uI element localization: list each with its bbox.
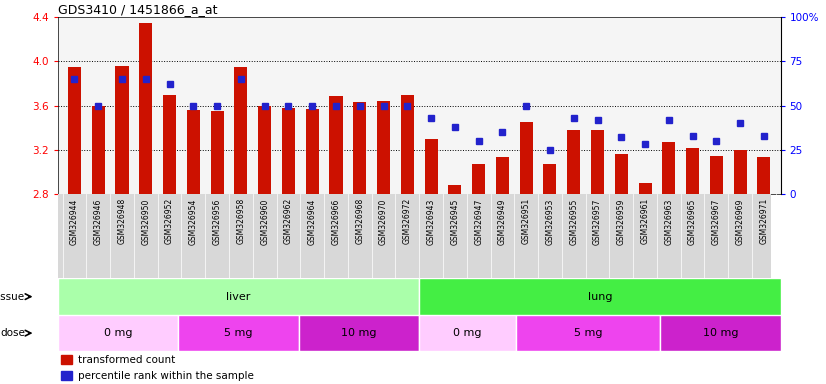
Bar bbox=[61, 355, 73, 364]
Bar bbox=[92, 106, 105, 194]
Text: GSM326970: GSM326970 bbox=[379, 198, 388, 245]
Text: GSM326949: GSM326949 bbox=[498, 198, 507, 245]
Bar bbox=[710, 156, 723, 194]
Bar bbox=[306, 109, 319, 194]
Bar bbox=[591, 130, 604, 194]
Text: GSM326962: GSM326962 bbox=[284, 198, 293, 244]
Text: GSM326948: GSM326948 bbox=[117, 198, 126, 244]
Text: percentile rank within the sample: percentile rank within the sample bbox=[78, 371, 254, 381]
Text: GSM326947: GSM326947 bbox=[474, 198, 483, 245]
Text: GSM326958: GSM326958 bbox=[236, 198, 245, 244]
Bar bbox=[638, 183, 652, 194]
Bar bbox=[567, 130, 581, 194]
Bar bbox=[615, 154, 628, 194]
Bar bbox=[211, 111, 224, 194]
Bar bbox=[235, 67, 248, 194]
Bar bbox=[258, 106, 271, 194]
Bar bbox=[187, 110, 200, 194]
Text: GSM326971: GSM326971 bbox=[759, 198, 768, 244]
Text: GSM326969: GSM326969 bbox=[736, 198, 745, 245]
Bar bbox=[58, 278, 419, 315]
Text: GSM326951: GSM326951 bbox=[522, 198, 530, 244]
Text: tissue: tissue bbox=[0, 291, 25, 302]
Text: GSM326961: GSM326961 bbox=[640, 198, 649, 244]
Bar bbox=[68, 67, 81, 194]
Text: GSM326952: GSM326952 bbox=[165, 198, 174, 244]
Text: 5 mg: 5 mg bbox=[573, 328, 602, 338]
Text: GDS3410 / 1451866_a_at: GDS3410 / 1451866_a_at bbox=[58, 3, 217, 16]
Text: GSM326945: GSM326945 bbox=[450, 198, 459, 245]
Bar bbox=[61, 371, 73, 380]
Bar bbox=[733, 150, 747, 194]
Text: GSM326943: GSM326943 bbox=[426, 198, 435, 245]
Bar bbox=[757, 157, 771, 194]
Text: GSM326964: GSM326964 bbox=[308, 198, 316, 245]
Bar bbox=[662, 142, 676, 194]
Text: 10 mg: 10 mg bbox=[341, 328, 377, 338]
Text: GSM326966: GSM326966 bbox=[331, 198, 340, 245]
Text: 10 mg: 10 mg bbox=[703, 328, 738, 338]
Bar bbox=[496, 157, 509, 194]
Text: GSM326953: GSM326953 bbox=[545, 198, 554, 245]
Bar bbox=[116, 66, 129, 194]
Text: 0 mg: 0 mg bbox=[453, 328, 482, 338]
Bar bbox=[449, 185, 462, 194]
Text: GSM326967: GSM326967 bbox=[712, 198, 721, 245]
Bar bbox=[354, 102, 366, 194]
Bar bbox=[686, 147, 699, 194]
Bar bbox=[178, 315, 299, 351]
Bar bbox=[520, 122, 533, 194]
Text: GSM326954: GSM326954 bbox=[189, 198, 198, 245]
Bar bbox=[425, 139, 438, 194]
Bar bbox=[282, 108, 295, 194]
Text: GSM326965: GSM326965 bbox=[688, 198, 697, 245]
Bar bbox=[515, 315, 660, 351]
Text: GSM326955: GSM326955 bbox=[569, 198, 578, 245]
Bar bbox=[140, 23, 152, 194]
Text: GSM326944: GSM326944 bbox=[70, 198, 79, 245]
Text: 0 mg: 0 mg bbox=[104, 328, 132, 338]
Bar bbox=[299, 315, 419, 351]
Text: GSM326960: GSM326960 bbox=[260, 198, 269, 245]
Text: GSM326957: GSM326957 bbox=[593, 198, 602, 245]
Bar bbox=[163, 94, 176, 194]
Bar bbox=[472, 164, 485, 194]
Text: lung: lung bbox=[587, 291, 612, 302]
Text: GSM326968: GSM326968 bbox=[355, 198, 364, 244]
Text: GSM326959: GSM326959 bbox=[617, 198, 626, 245]
Text: GSM326946: GSM326946 bbox=[93, 198, 102, 245]
Text: GSM326972: GSM326972 bbox=[403, 198, 412, 244]
Text: transformed count: transformed count bbox=[78, 355, 175, 365]
Text: 5 mg: 5 mg bbox=[224, 328, 253, 338]
Text: GSM326963: GSM326963 bbox=[664, 198, 673, 245]
Bar bbox=[660, 315, 781, 351]
Text: GSM326956: GSM326956 bbox=[212, 198, 221, 245]
Bar bbox=[419, 278, 781, 315]
Bar bbox=[544, 164, 557, 194]
Bar bbox=[419, 315, 515, 351]
Bar bbox=[58, 315, 178, 351]
Bar bbox=[377, 101, 390, 194]
Text: GSM326950: GSM326950 bbox=[141, 198, 150, 245]
Text: liver: liver bbox=[226, 291, 251, 302]
Bar bbox=[330, 96, 343, 194]
Text: dose: dose bbox=[0, 328, 25, 338]
Bar bbox=[401, 94, 414, 194]
